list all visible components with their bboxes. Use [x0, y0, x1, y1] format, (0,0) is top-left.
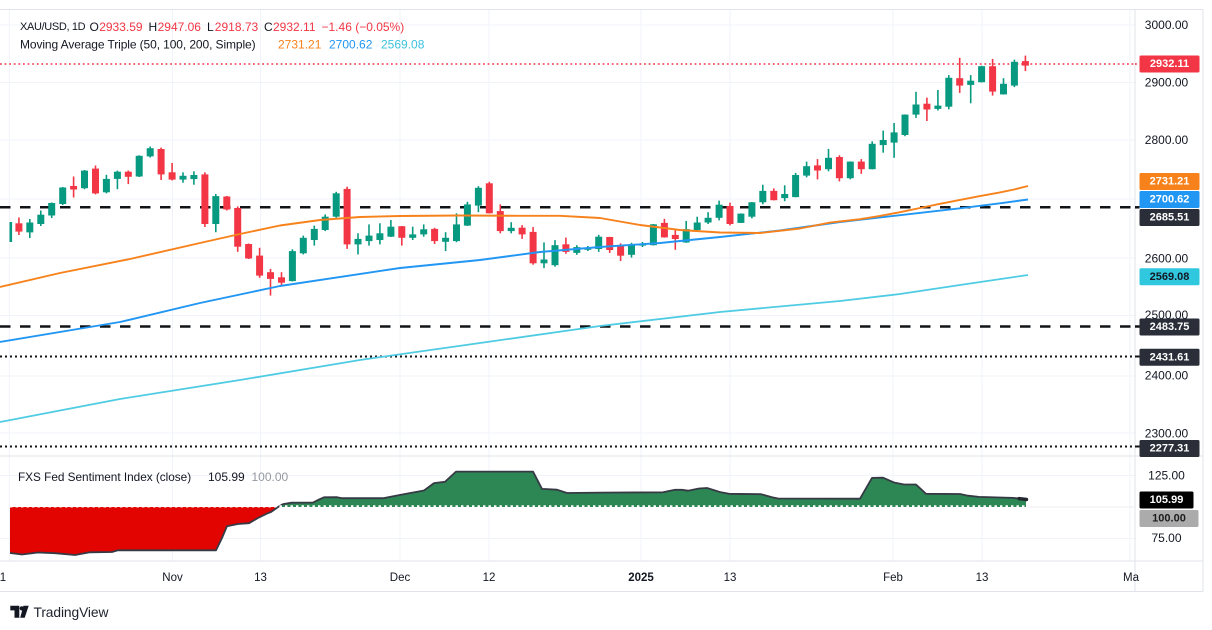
svg-text:3000.00: 3000.00: [1145, 18, 1189, 32]
svg-text:2731.21: 2731.21: [278, 38, 322, 52]
svg-text:2947.06: 2947.06: [158, 20, 202, 34]
svg-text:100.00: 100.00: [252, 470, 289, 484]
svg-text:2569.08: 2569.08: [1150, 271, 1190, 283]
svg-text:2900.00: 2900.00: [1145, 76, 1189, 90]
svg-text:1: 1: [0, 572, 6, 584]
svg-text:H: H: [149, 20, 158, 34]
svg-text:Nov: Nov: [162, 572, 183, 584]
svg-text:13: 13: [976, 572, 989, 584]
svg-text:2431.61: 2431.61: [1150, 351, 1190, 363]
svg-text:2025: 2025: [628, 572, 654, 584]
svg-text:2731.21: 2731.21: [1150, 176, 1190, 188]
svg-text:2569.08: 2569.08: [381, 38, 425, 52]
svg-text:125.00: 125.00: [1148, 468, 1185, 482]
svg-text:75.00: 75.00: [1151, 531, 1181, 545]
svg-text:100.00: 100.00: [1152, 513, 1186, 525]
svg-text:XAU/USD, 1D: XAU/USD, 1D: [20, 21, 86, 33]
svg-text:FXS Fed Sentiment Index (close: FXS Fed Sentiment Index (close): [18, 470, 191, 484]
svg-text:2700.62: 2700.62: [1150, 194, 1190, 206]
svg-text:105.99: 105.99: [208, 470, 245, 484]
svg-text:Dec: Dec: [390, 572, 411, 584]
svg-text:2685.51: 2685.51: [1150, 212, 1190, 224]
svg-text:13: 13: [724, 572, 737, 584]
svg-text:2400.00: 2400.00: [1145, 368, 1189, 382]
svg-text:12: 12: [483, 572, 496, 584]
svg-text:TradingView: TradingView: [34, 605, 109, 620]
svg-text:2700.62: 2700.62: [329, 38, 373, 52]
svg-text:13: 13: [254, 572, 267, 584]
svg-text:L: L: [207, 20, 214, 34]
svg-text:2932.11: 2932.11: [273, 20, 316, 34]
svg-text:2933.59: 2933.59: [99, 20, 143, 34]
svg-text:−1.46 (−0.05%): −1.46 (−0.05%): [322, 20, 405, 34]
svg-text:C: C: [264, 20, 273, 34]
svg-text:2300.00: 2300.00: [1145, 427, 1189, 441]
svg-text:2483.75: 2483.75: [1150, 321, 1190, 333]
svg-text:Feb: Feb: [883, 572, 903, 584]
svg-text:2800.00: 2800.00: [1145, 133, 1189, 147]
svg-text:Moving Average Triple (50, 100: Moving Average Triple (50, 100, 200, Sim…: [20, 38, 256, 52]
svg-text:105.99: 105.99: [1150, 494, 1184, 506]
svg-text:Ma: Ma: [1123, 572, 1140, 584]
svg-text:O: O: [90, 20, 99, 34]
svg-text:2600.00: 2600.00: [1145, 252, 1189, 266]
svg-text:2932.11: 2932.11: [1150, 58, 1189, 70]
svg-text:2918.73: 2918.73: [215, 20, 259, 34]
svg-text:2277.31: 2277.31: [1150, 443, 1190, 455]
